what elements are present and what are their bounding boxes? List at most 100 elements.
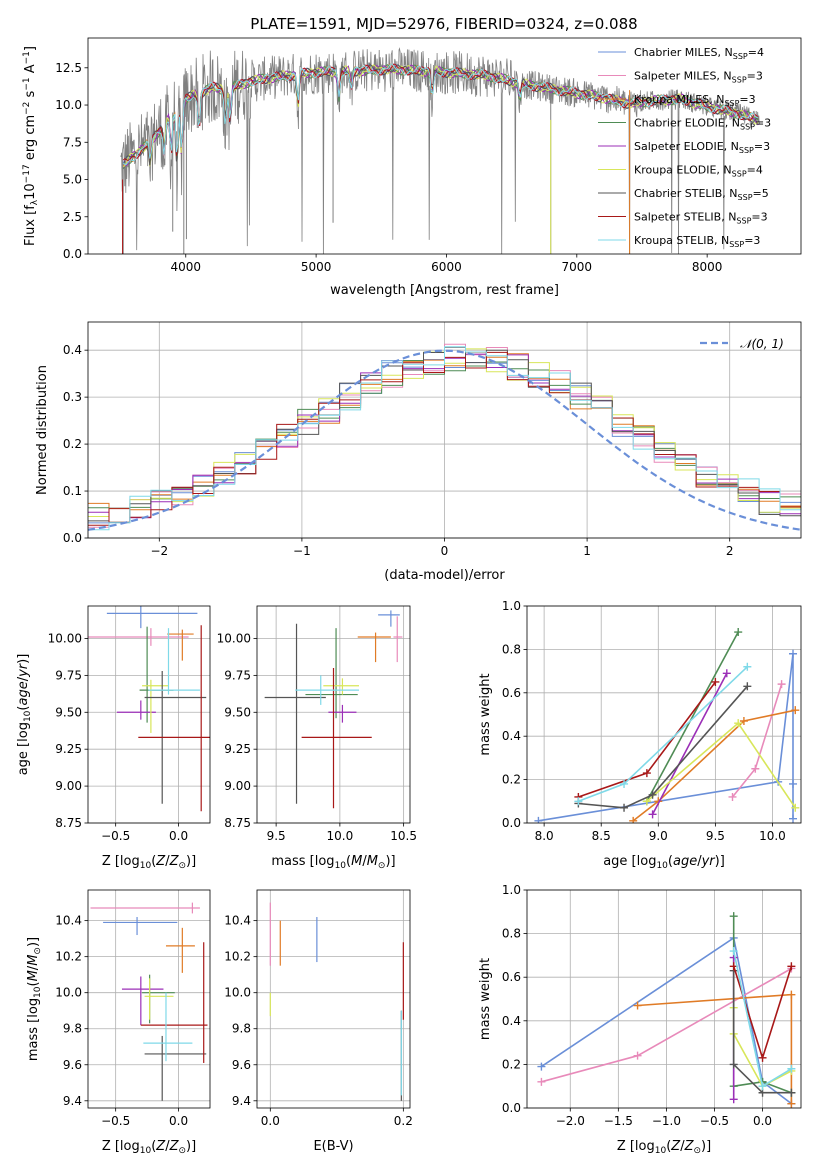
y-tick-label: 0.2 xyxy=(502,773,521,787)
axes-frame xyxy=(87,889,211,1109)
label-part: ⊙ xyxy=(378,861,386,871)
label-part: Z [log xyxy=(102,854,140,869)
axes-background xyxy=(527,606,801,823)
label-part: ( xyxy=(151,1139,156,1154)
label-part: age [log xyxy=(603,854,656,869)
x-tick-label: 0.2 xyxy=(394,1114,413,1128)
histogram-kroupa_stelib xyxy=(88,346,801,531)
weight-marker-kroupa_stelib xyxy=(729,947,738,956)
y-tick-label: 0.2 xyxy=(502,1057,521,1071)
x-tick-label: 0.0 xyxy=(261,1114,280,1128)
legend-subscript: SSP xyxy=(739,146,754,155)
weight-marker-kroupa_elodie xyxy=(791,803,800,812)
plot-area xyxy=(537,912,796,1108)
axes-frame xyxy=(526,889,802,1109)
x-axis-label: E(B-V) xyxy=(313,1139,353,1154)
weight-line-kroupa_miles xyxy=(632,709,796,822)
y-tick-label: 5.0 xyxy=(63,173,82,187)
label-part: 10 xyxy=(140,861,152,871)
y-tick-label: 9.4 xyxy=(232,1094,251,1108)
legend-normal-label: 𝒩(0, 1) xyxy=(740,337,784,351)
label-part: 10 xyxy=(335,861,347,871)
y-tick-label: 8.75 xyxy=(224,816,251,830)
label-part: age xyxy=(673,854,697,869)
y-tick-label: 0.1 xyxy=(63,484,82,498)
panel-age-vs-mass: 9.5 10.0 10.5 8.75 9.00 9.25 9.50 9.75 10.00 mass… xyxy=(217,605,417,871)
legend-value: =3 xyxy=(755,117,771,130)
y-tick-label: 9.25 xyxy=(224,742,251,756)
y-tick-label: 7.5 xyxy=(63,135,82,149)
legend-label: Chabrier STELIB, N xyxy=(634,187,738,200)
label-part: Z xyxy=(169,1139,180,1154)
axes-background xyxy=(257,890,410,1108)
data-spectrum-line xyxy=(120,47,760,254)
figure-title: PLATE=1591, MJD=52976, FIBERID=0324, z=0… xyxy=(250,15,637,33)
label-part: M xyxy=(26,955,41,966)
label-part: Z xyxy=(155,854,166,869)
label-part: ⊙ xyxy=(33,947,43,955)
label-part: A xyxy=(23,64,38,77)
y-tick-label: 10.00 xyxy=(217,631,251,645)
label-part: Z xyxy=(169,854,180,869)
legend-entry: Kroupa ELODIE, NSSP=4 xyxy=(634,164,763,179)
axes-frame xyxy=(87,37,802,255)
panel-weight-vs-z: −2.0 −1.5 −1.0 −0.5 0.0 0.0 0.2 0.4 0.6 0.8 1.0 Z [… xyxy=(478,883,802,1156)
label-part: ( xyxy=(346,854,351,869)
y-tick-label: 9.8 xyxy=(63,1022,82,1036)
legend-subscript: SSP xyxy=(724,99,739,108)
x-tick-label: −0.5 xyxy=(101,1114,130,1128)
label-part: )] xyxy=(715,854,725,869)
legend-value: =3 xyxy=(744,234,760,247)
x-tick-label: 7000 xyxy=(562,260,593,274)
x-tick-label: −1.0 xyxy=(652,1114,681,1128)
weight-marker-salpeter_stelib xyxy=(711,677,720,686)
y-tick-label: 9.6 xyxy=(63,1058,82,1072)
label-part: / xyxy=(165,1139,170,1154)
weight-marker-chabrier_miles xyxy=(789,649,798,658)
label-part: / xyxy=(680,1139,685,1154)
x-tick-label: 0.0 xyxy=(169,1114,188,1128)
label-part: λ xyxy=(30,199,40,205)
weight-marker-salpeter_elodie xyxy=(722,669,731,678)
label-part: Z xyxy=(155,1139,166,1154)
label-part: 10 xyxy=(23,183,38,200)
weight-marker-chabrier_miles xyxy=(537,1062,546,1071)
y-tick-label: 0.0 xyxy=(502,816,521,830)
legend-entry: Chabrier ELODIE, NSSP=3 xyxy=(634,117,771,132)
legend-label: Chabrier MILES, N xyxy=(634,46,733,59)
y-tick-label: 0.6 xyxy=(502,686,521,700)
label-part: ⊙ xyxy=(178,861,186,871)
label-part: M xyxy=(351,854,362,869)
x-tick-label: 8.5 xyxy=(592,829,611,843)
plot-area xyxy=(120,47,760,254)
legend-label: Chabrier ELODIE, N xyxy=(634,117,740,130)
panel-mass-vs-ebv: 0.0 0.2 9.4 9.6 9.8 10.0 10.2 10.4 E(B-V) xyxy=(224,889,413,1154)
axes: 0.0 0.2 9.4 9.6 9.8 10.0 10.2 10.4 E(B-V) xyxy=(224,889,413,1154)
axes: −2.0 −1.5 −1.0 −0.5 0.0 0.0 0.2 0.4 0.6 0.8 1.0 Z [… xyxy=(478,883,802,1156)
legend-value: =4 xyxy=(747,164,763,177)
weight-marker-kroupa_miles xyxy=(633,1001,642,1010)
axes-frame xyxy=(256,889,411,1109)
label-part: 10 xyxy=(23,710,33,722)
x-tick-label: 4000 xyxy=(170,260,201,274)
y-axis-label: mass weight xyxy=(478,958,493,1040)
x-axis-label: wavelength [Angstrom, rest frame] xyxy=(330,283,559,298)
y-tick-label: 10.0 xyxy=(224,986,251,1000)
label-part: 10 xyxy=(655,1146,667,1156)
weight-marker-salpeter_stelib xyxy=(758,1053,767,1062)
x-tick-label: 9.5 xyxy=(267,829,286,843)
label-part: )] xyxy=(26,937,41,947)
legend-value: =3 xyxy=(739,93,755,106)
label-part: mass [log xyxy=(271,854,334,869)
axes: 8.0 8.5 9.0 9.5 10.0 0.0 0.2 0.4 0.6 0.8 1.0 age [l… xyxy=(478,599,802,871)
y-axis-label: Normed distribution xyxy=(35,365,50,495)
y-tick-label: 0.0 xyxy=(502,1101,521,1115)
grid xyxy=(257,890,410,1108)
y-tick-label: 2.5 xyxy=(63,210,82,224)
x-axis-label: Z [log10(Z/Z⊙)] xyxy=(102,1139,196,1156)
x-axis-label: (data-model)/error xyxy=(384,568,505,583)
label-part: ( xyxy=(151,854,156,869)
